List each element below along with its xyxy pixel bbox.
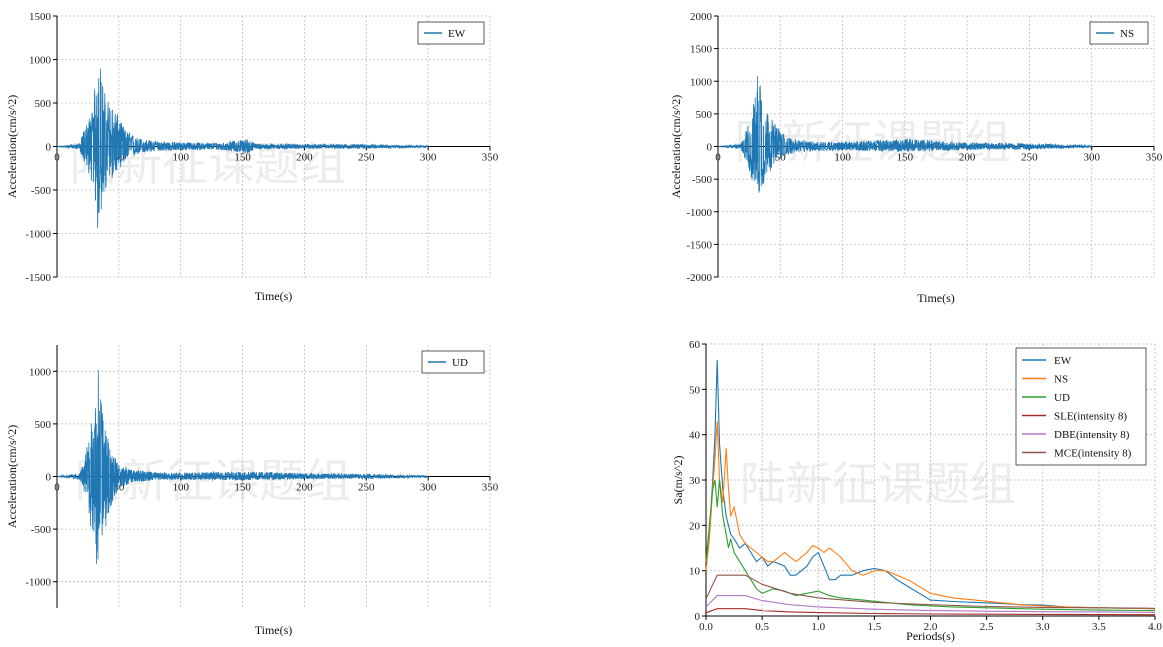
y-axis-label: Acceleration(cm/s^2) [669,95,683,199]
legend-label: MCE(intensity 8) [1054,448,1132,460]
x-tick-label: 300 [420,482,437,494]
x-tick-label: 3.0 [1036,621,1050,633]
x-tick-label: 50 [113,482,125,494]
x-tick-label: 300 [1083,152,1100,164]
legend-box [421,350,485,374]
legend-label: UD [1054,392,1070,404]
y-axis-label: Sa(m/s^2) [671,456,685,505]
y-tick-label: 10 [689,566,701,578]
y-tick-label: 500 [696,109,713,121]
x-tick-label: 200 [959,152,976,164]
y-tick-label: 0 [46,142,52,154]
x-tick-label: 250 [358,482,375,494]
y-tick-label: -1000 [25,577,51,589]
y-tick-label: -500 [31,524,52,536]
series-line-ns [705,421,1156,610]
x-tick-label: 300 [420,152,437,164]
y-tick-label: -1500 [686,239,712,251]
y-tick-label: -1500 [25,272,51,284]
x-tick-label: 150 [234,152,251,164]
x-tick-label: 150 [234,482,251,494]
legend-label: UD [452,357,468,369]
x-tick-label: 0.5 [755,621,769,633]
x-axis-label: Periods(s) [906,629,955,643]
y-tick-label: 60 [689,339,701,351]
y-tick-label: 0 [707,142,713,154]
x-tick-label: 0 [54,482,60,494]
x-tick-label: 2.5 [980,621,994,633]
legend-label: EW [448,28,466,40]
series-line-ew [57,68,429,228]
y-tick-label: 20 [689,520,701,532]
y-tick-label: -500 [692,174,713,186]
chart-panel-2: 陆新征课题组-2000-1500-1000-500050010001500200… [669,11,1163,305]
x-tick-label: 250 [1021,152,1038,164]
x-axis-label: Time(s) [255,623,293,637]
x-tick-label: 200 [296,152,313,164]
y-tick-label: 1000 [29,366,52,378]
y-tick-label: -1000 [25,229,51,241]
legend-label: NS [1054,374,1068,386]
y-tick-label: 1500 [29,11,52,23]
x-tick-label: 0 [54,152,60,164]
legend-label: SLE(intensity 8) [1054,411,1127,423]
x-tick-label: 100 [834,152,851,164]
y-axis-label: Acceleration(cm/s^2) [5,95,19,199]
series-line-ns [718,76,1092,193]
watermark-text: 陆新征课题组 [740,459,1016,510]
x-tick-label: 0 [715,152,721,164]
x-tick-label: 350 [482,482,499,494]
x-tick-label: 350 [1146,152,1163,164]
x-tick-label: 1.0 [811,621,825,633]
series-line-ew [705,359,1156,610]
y-tick-label: 30 [689,475,701,487]
y-tick-label: 2000 [690,11,713,23]
y-tick-label: 0 [695,611,701,623]
y-tick-label: 1000 [29,55,52,67]
y-tick-label: -1000 [686,207,712,219]
y-tick-label: 500 [35,419,52,431]
x-tick-label: 350 [482,152,499,164]
y-tick-label: 500 [35,98,52,110]
legend-box [1015,347,1147,466]
x-tick-label: 4.0 [1148,621,1162,633]
x-tick-label: 1.5 [868,621,882,633]
legend-label: EW [1054,355,1072,367]
legend-box [417,21,485,45]
x-axis-label: Time(s) [255,289,293,303]
y-tick-label: 1500 [690,44,713,56]
y-axis-label: Acceleration(cm/s^2) [5,425,19,529]
x-tick-label: 2.0 [924,621,938,633]
x-tick-label: 250 [358,152,375,164]
series-line-ud [705,479,1156,612]
series-line-mce [705,574,1156,609]
y-tick-label: 0 [46,472,52,484]
legend-label: DBE(intensity 8) [1054,429,1130,441]
y-tick-label: 1000 [690,76,713,88]
x-tick-label: 150 [897,152,914,164]
legend-label: NS [1120,28,1134,40]
series-line-ud [57,369,429,564]
y-tick-label: 50 [689,384,701,396]
y-tick-label: -500 [31,185,52,197]
legend-box [1089,21,1149,45]
y-tick-label: -2000 [686,272,712,284]
x-axis-label: Time(s) [917,291,955,305]
chart-panel-4: 陆新征课题组 0 10 20 30 40 50 60 0.0 0.5 1.0 1.5 2.0 2.5 3.0… [671,339,1162,643]
x-tick-label: 100 [172,482,189,494]
series-line-dbe [705,595,1156,613]
x-tick-label: 3.5 [1092,621,1106,633]
y-tick-label: 40 [689,430,701,442]
x-tick-label: 100 [172,152,189,164]
x-tick-label: 0.0 [699,621,713,633]
x-tick-label: 200 [296,482,313,494]
series-line-sle [705,608,1156,616]
